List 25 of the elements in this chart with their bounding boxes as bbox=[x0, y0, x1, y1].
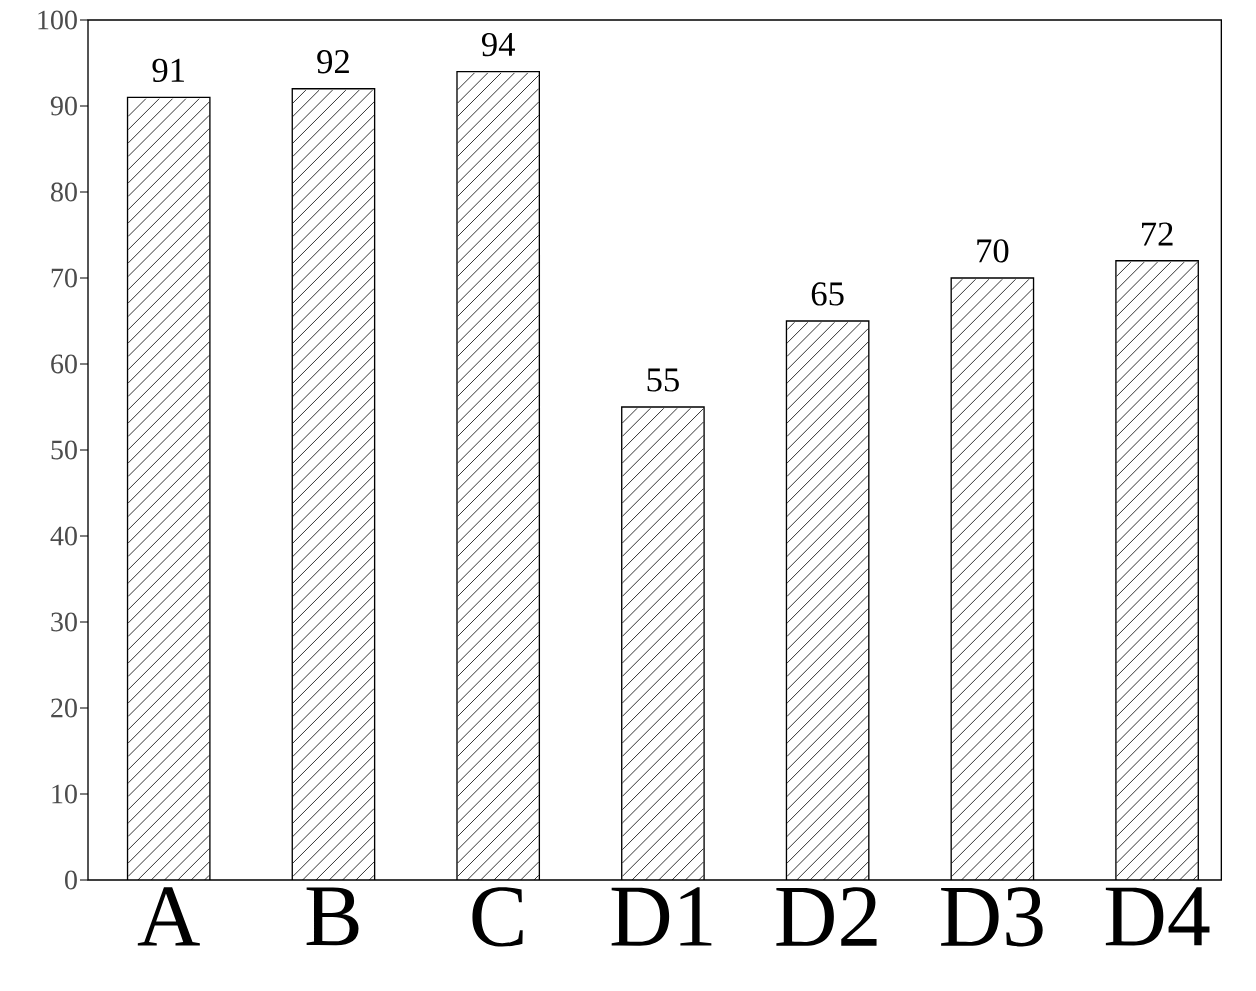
x-tick-label: D3 bbox=[941, 887, 1043, 947]
y-tick-label: 70 bbox=[51, 268, 77, 288]
x-tick-label: A bbox=[137, 887, 200, 946]
y-tick-label: 80 bbox=[51, 182, 77, 202]
data-label: 92 bbox=[317, 50, 349, 74]
data-label: 70 bbox=[977, 239, 1009, 263]
y-tick-label: 40 bbox=[50, 526, 77, 546]
x-tick-label: C bbox=[472, 887, 523, 947]
x-tick-label: B bbox=[306, 887, 359, 946]
x-tick-label: D2 bbox=[776, 887, 877, 946]
x-tick-label: D4 bbox=[1105, 887, 1210, 946]
data-label: 55 bbox=[647, 368, 679, 392]
x-tick-label: D1 bbox=[611, 887, 712, 946]
y-tick-label: 30 bbox=[51, 612, 77, 632]
y-tick-label: 60 bbox=[51, 354, 77, 374]
y-tick-label: 100 bbox=[38, 10, 77, 30]
y-tick-label: 0 bbox=[65, 870, 77, 890]
y-tick-label: 10 bbox=[52, 784, 77, 804]
y-tick-label: 50 bbox=[51, 440, 77, 460]
y-tick-label: 90 bbox=[50, 96, 77, 116]
data-label: 94 bbox=[481, 33, 515, 57]
data-label: 91 bbox=[152, 58, 184, 83]
y-tick-label: 20 bbox=[51, 698, 77, 718]
data-label: 65 bbox=[811, 282, 844, 306]
data-label: 72 bbox=[1142, 222, 1173, 246]
